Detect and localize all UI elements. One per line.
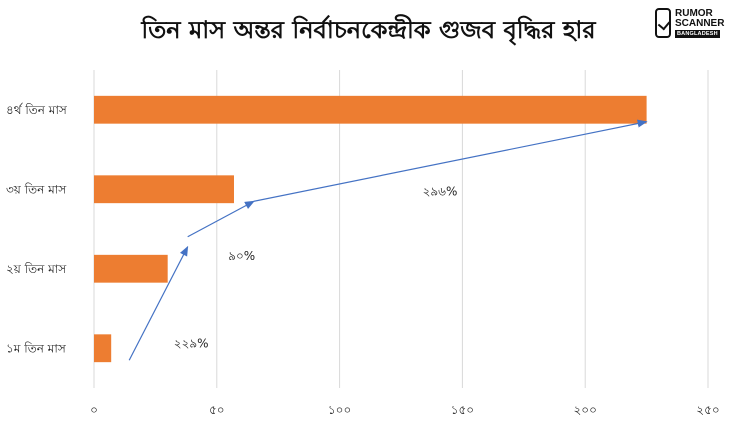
category-label: ২য় তিন মাস bbox=[6, 262, 67, 276]
growth-labels: ২২৯% ৯০% ২৯৬% bbox=[174, 184, 458, 350]
logo-line2: SCANNER bbox=[675, 18, 725, 29]
chart-title: তিন মাস অন্তর নির্বাচনকেন্দ্রীক গুজব বৃদ… bbox=[141, 16, 596, 44]
growth-label: ২৯৬% bbox=[423, 184, 458, 198]
tick-label: ১০০ bbox=[328, 403, 351, 417]
phone-check-icon bbox=[655, 8, 671, 38]
category-label: ৪র্থ তিন মাস bbox=[6, 103, 68, 117]
bar bbox=[94, 254, 168, 283]
growth-arrow bbox=[128, 245, 189, 361]
tick-label: ৫০ bbox=[209, 403, 225, 417]
category-labels: ১ম তিন মাস ২য় তিন মাস ৩য় তিন মাস ৪র্থ তিন… bbox=[6, 103, 68, 356]
growth-arrow bbox=[253, 119, 648, 202]
tick-labels: ০ ৫০ ১০০ ১৫০ ২০০ ২৫০ bbox=[90, 403, 720, 417]
bar bbox=[94, 95, 647, 124]
logo-line1: RUMOR bbox=[675, 8, 713, 19]
growth-label: ৯০% bbox=[228, 249, 255, 263]
bars bbox=[94, 95, 647, 363]
tick-label: ২৫০ bbox=[696, 403, 719, 417]
rumor-scanner-logo: RUMOR SCANNER BANGLADESH bbox=[655, 8, 731, 42]
tick-label: ২০০ bbox=[573, 403, 596, 417]
bar bbox=[94, 175, 234, 204]
bar bbox=[94, 334, 112, 363]
category-label: ১ম তিন মাস bbox=[6, 341, 67, 355]
logo-text: RUMOR SCANNER bbox=[675, 9, 724, 29]
growth-arrows bbox=[128, 119, 648, 361]
logo-sub: BANGLADESH bbox=[675, 30, 720, 38]
growth-arrow bbox=[187, 200, 255, 238]
category-label: ৩য় তিন মাস bbox=[6, 182, 67, 196]
tick-label: ০ bbox=[90, 403, 98, 417]
growth-label: ২২৯% bbox=[174, 336, 209, 350]
tick-label: ১৫০ bbox=[451, 403, 474, 417]
